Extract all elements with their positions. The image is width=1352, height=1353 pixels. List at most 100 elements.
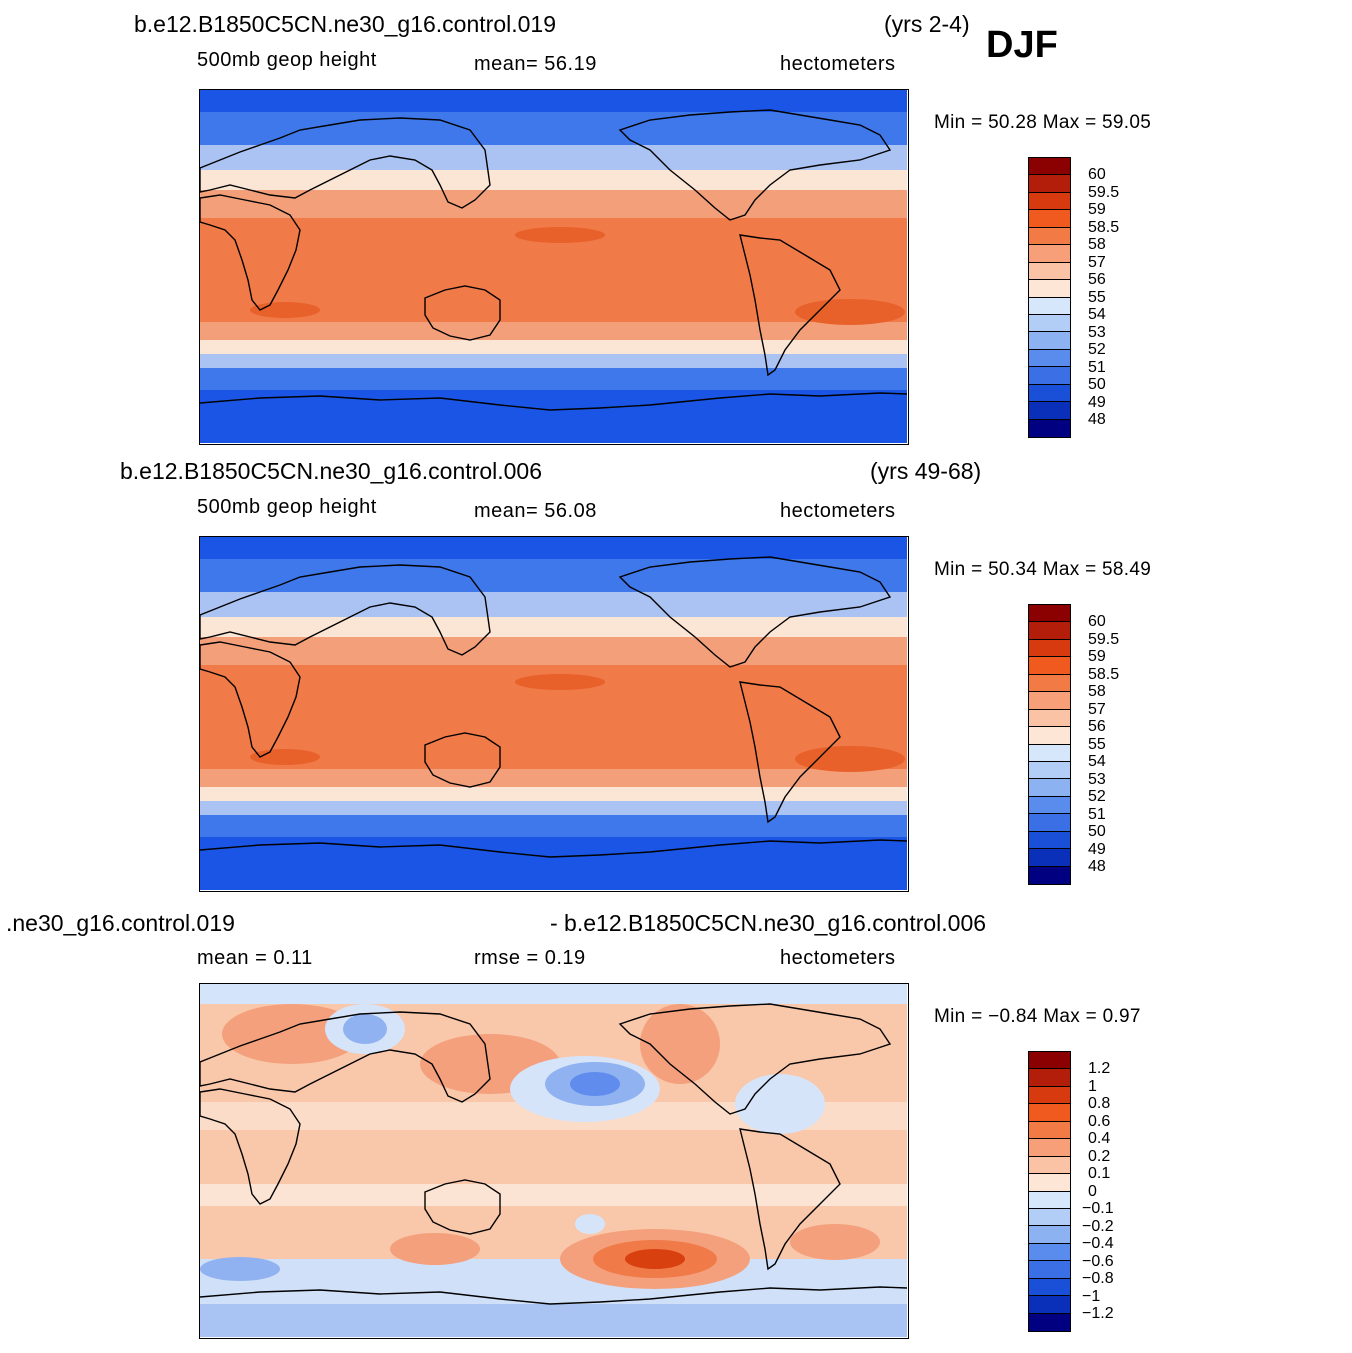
colorbar-label: 0.8 [1088,1095,1111,1112]
colorbar-swatch [1029,831,1070,850]
colorbar-label: 0.4 [1088,1130,1111,1147]
colorbar-swatch [1029,866,1070,884]
colorbar-label: −0.8 [1082,1270,1114,1287]
colorbar-label: 0.2 [1088,1147,1111,1165]
colorbar-swatch [1029,744,1070,762]
colorbar-swatch [1029,1191,1070,1209]
colorbar-label: 0.6 [1088,1112,1111,1130]
colorbar-label: −1 [1082,1287,1101,1305]
colorbar-swatch [1029,796,1070,815]
colorbar-swatch [1029,1243,1070,1262]
panel2-case-title: b.e12.B1850C5CN.ne30_g16.control.006 [120,458,542,484]
colorbar-swatch [1029,1086,1070,1105]
colorbar-swatch [1029,297,1070,315]
panel3-map [199,983,909,1339]
colorbar-swatch [1029,1208,1070,1227]
colorbar-label: 50 [1088,376,1106,393]
colorbar-swatch [1029,210,1070,228]
panel1-mean-label: mean= 56.19 [474,53,597,75]
colorbar-label: −0.4 [1082,1235,1114,1252]
colorbar-swatch [1029,402,1070,420]
colorbar-label: 58.5 [1088,218,1120,236]
panel2-map-canvas [200,537,907,890]
colorbar-label: 0.1 [1088,1165,1111,1182]
panel1-case-title: b.e12.B1850C5CN.ne30_g16.control.019 [134,11,556,37]
panel1-minmax: Min = 50.28 Max = 59.05 [934,112,1152,133]
colorbar-swatch [1029,674,1070,693]
panel1-map [199,89,909,445]
colorbar-swatch [1029,761,1070,780]
season-label: DJF [986,24,1058,66]
panel1-units-label: hectometers [780,53,896,75]
panel1-variable-label: 500mb geop height [197,49,377,71]
panel1-colorbar [1028,157,1071,438]
colorbar-label: 49 [1088,393,1106,411]
colorbar-label: 58.5 [1088,665,1120,683]
colorbar-swatch [1029,692,1070,710]
panel3-mean-label: mean = 0.11 [197,947,313,969]
panel3-case-title-left: .ne30_g16.control.019 [6,910,235,936]
colorbar-swatch [1029,779,1070,797]
panel3-minmax: Min = −0.84 Max = 0.97 [934,1006,1141,1027]
colorbar-swatch [1029,1104,1070,1122]
colorbar-label: 59 [1088,648,1106,665]
colorbar-label: 55 [1088,288,1106,306]
colorbar-swatch [1029,1174,1070,1192]
colorbar-label: 54 [1088,753,1106,770]
panel2-units-label: hectometers [780,500,896,522]
colorbar-label: 59 [1088,201,1106,218]
colorbar-label: −0.2 [1082,1217,1114,1235]
colorbar-swatch [1029,332,1070,350]
colorbar-swatch [1029,262,1070,281]
colorbar-label: 59.5 [1088,630,1120,648]
colorbar-label: 60 [1088,613,1106,630]
colorbar-label: 56 [1088,271,1106,288]
colorbar-label: 51 [1088,358,1106,376]
colorbar-swatch [1029,349,1070,368]
colorbar-label: 59.5 [1088,183,1120,201]
colorbar-label: 52 [1088,788,1106,805]
panel1-coastlines [200,109,907,411]
colorbar-label: 54 [1088,306,1106,323]
colorbar-label: 53 [1088,770,1106,788]
colorbar-label: 57 [1088,700,1106,718]
panel2-mean-label: mean= 56.08 [474,500,597,522]
panel2-minmax: Min = 50.34 Max = 58.49 [934,559,1152,580]
colorbar-swatch [1029,1139,1070,1157]
colorbar-swatch [1029,1226,1070,1244]
colorbar-swatch [1029,605,1070,623]
colorbar-label: 48 [1088,858,1106,875]
panel3-map-canvas [200,984,907,1337]
colorbar-label: 58 [1088,683,1106,700]
colorbar-label: 48 [1088,411,1106,428]
colorbar-swatch [1029,1278,1070,1297]
colorbar-swatch [1029,814,1070,832]
colorbar-swatch [1029,1313,1070,1331]
colorbar-label: 56 [1088,718,1106,735]
panel3-rmse-label: rmse = 0.19 [474,947,586,969]
panel3-coastlines [200,1003,907,1305]
panel1-years: (yrs 2-4) [884,11,970,37]
colorbar-swatch [1029,1296,1070,1314]
colorbar-swatch [1029,192,1070,211]
colorbar-swatch [1029,175,1070,193]
colorbar-swatch [1029,367,1070,385]
colorbar-swatch [1029,280,1070,298]
panel2-coastlines [200,556,907,858]
colorbar-swatch [1029,622,1070,640]
colorbar-label: 60 [1088,166,1106,183]
colorbar-label: 53 [1088,323,1106,341]
colorbar-swatch [1029,639,1070,658]
panel3-colorbar [1028,1051,1071,1332]
colorbar-swatch [1029,227,1070,246]
colorbar-label: 49 [1088,840,1106,858]
panel2-map [199,536,909,892]
colorbar-label: 57 [1088,253,1106,271]
colorbar-label: 0 [1088,1182,1097,1200]
panel3-units-label: hectometers [780,947,896,969]
colorbar-swatch [1029,727,1070,745]
colorbar-swatch [1029,849,1070,867]
panel2-colorbar [1028,604,1071,885]
panel1-map-canvas [200,90,907,443]
colorbar-label: 55 [1088,735,1106,753]
